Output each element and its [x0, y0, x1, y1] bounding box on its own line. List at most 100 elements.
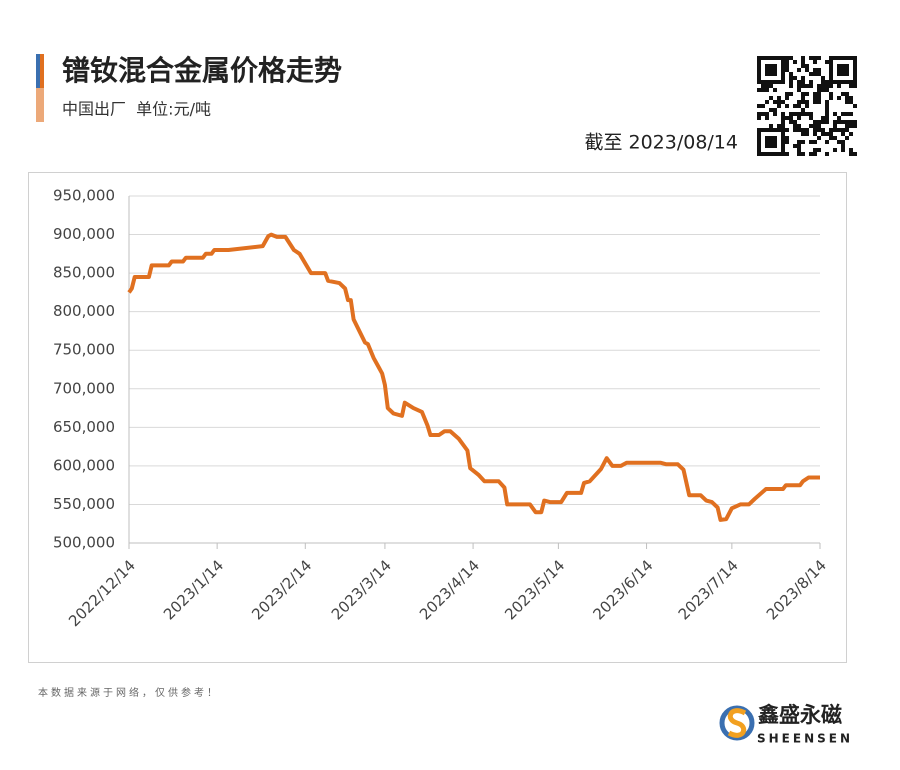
- qr-cell: [809, 56, 813, 60]
- qr-cell: [809, 116, 813, 120]
- accent-bar: [40, 54, 44, 88]
- qr-cell: [801, 108, 805, 112]
- qr-cell: [785, 92, 789, 96]
- qr-cell: [757, 112, 761, 116]
- y-tick-label: 850,000: [53, 264, 115, 282]
- qr-cell: [797, 100, 801, 104]
- qr-cell: [813, 124, 817, 128]
- qr-cell: [849, 120, 853, 124]
- qr-cell: [829, 132, 833, 136]
- qr-cell: [817, 68, 821, 72]
- qr-cell: [825, 112, 829, 116]
- qr-cell: [825, 100, 829, 104]
- qr-cell: [817, 92, 821, 96]
- qr-cell: [797, 104, 801, 108]
- qr-cell: [793, 76, 797, 80]
- qr-cell: [757, 88, 761, 92]
- qr-cell: [817, 128, 821, 132]
- qr-cell: [841, 120, 845, 124]
- qr-cell: [789, 112, 793, 116]
- logo: 鑫盛永磁 SHEENSEN: [719, 703, 850, 746]
- qr-cell: [773, 88, 777, 92]
- qr-cell: [813, 72, 817, 76]
- qr-cell: [793, 124, 797, 128]
- qr-cell: [797, 124, 801, 128]
- qr-cell: [789, 76, 793, 80]
- qr-cell: [809, 84, 813, 88]
- qr-cell: [785, 140, 789, 144]
- qr-cell: [825, 84, 829, 88]
- qr-cell: [837, 116, 841, 120]
- qr-cell: [801, 84, 805, 88]
- qr-cell: [797, 88, 801, 92]
- qr-cell: [785, 128, 789, 132]
- y-tick-label: 900,000: [53, 225, 115, 243]
- qr-cell: [793, 60, 797, 64]
- qr-cell: [817, 72, 821, 76]
- qr-cell: [805, 64, 809, 68]
- qr-cell: [817, 124, 821, 128]
- qr-cell: [849, 124, 853, 128]
- qr-cell: [793, 104, 797, 108]
- qr-cell: [817, 136, 821, 140]
- qr-finder: [765, 136, 777, 148]
- qr-cell: [797, 144, 801, 148]
- qr-cell: [817, 84, 821, 88]
- qr-cell: [777, 100, 781, 104]
- qr-cell: [781, 120, 785, 124]
- qr-cell: [813, 100, 817, 104]
- qr-cell: [849, 100, 853, 104]
- qr-cell: [821, 120, 825, 124]
- qr-finder: [829, 56, 857, 84]
- chart-title: 镨钕混合金属价格走势: [62, 54, 342, 87]
- qr-cell: [833, 124, 837, 128]
- qr-cell: [797, 140, 801, 144]
- qr-cell: [789, 72, 793, 76]
- qr-cell: [853, 124, 857, 128]
- qr-finder: [757, 56, 785, 84]
- qr-cell: [825, 60, 829, 64]
- qr-cell: [825, 140, 829, 144]
- qr-cell: [817, 56, 821, 60]
- qr-cell: [797, 80, 801, 84]
- y-tick-label: 550,000: [53, 495, 115, 513]
- qr-cell: [789, 84, 793, 88]
- qr-cell: [769, 96, 773, 100]
- x-tick-label: 2023/3/14: [328, 556, 395, 623]
- qr-cell: [797, 128, 801, 132]
- qr-cell: [797, 148, 801, 152]
- qr-cell: [785, 104, 789, 108]
- qr-cell: [853, 152, 857, 156]
- qr-cell: [765, 88, 769, 92]
- qr-cell: [809, 140, 813, 144]
- qr-cell: [817, 96, 821, 100]
- qr-cell: [789, 56, 793, 60]
- qr-cell: [837, 140, 841, 144]
- qr-cell: [797, 152, 801, 156]
- qr-cell: [821, 132, 825, 136]
- qr-cell: [845, 100, 849, 104]
- accent-bar: [36, 54, 40, 88]
- qr-cell: [805, 112, 809, 116]
- qr-cell: [805, 132, 809, 136]
- qr-cell: [833, 148, 837, 152]
- qr-cell: [789, 80, 793, 84]
- qr-cell: [841, 144, 845, 148]
- y-tick-label: 500,000: [53, 534, 115, 552]
- qr-finder: [757, 128, 785, 156]
- qr-cell: [837, 96, 841, 100]
- qr-cell: [781, 124, 785, 128]
- qr-cell: [797, 84, 801, 88]
- qr-cell: [805, 92, 809, 96]
- qr-cell: [809, 152, 813, 156]
- qr-cell: [805, 100, 809, 104]
- qr-cell: [801, 100, 805, 104]
- qr-cell: [849, 112, 853, 116]
- qr-cell: [825, 80, 829, 84]
- qr-cell: [793, 128, 797, 132]
- qr-cell: [785, 64, 789, 68]
- x-tick-label: 2022/12/14: [65, 556, 139, 630]
- qr-cell: [809, 124, 813, 128]
- qr-cell: [837, 120, 841, 124]
